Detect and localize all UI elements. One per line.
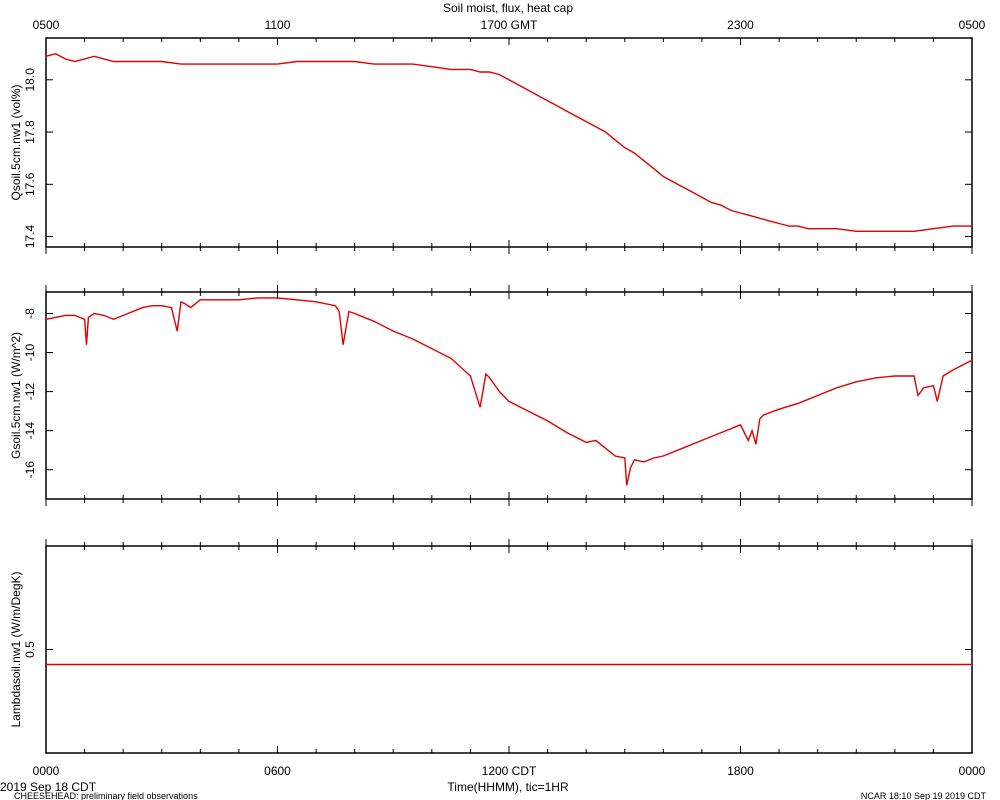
top-tick-label: 1100 xyxy=(265,18,291,32)
footer-credit: NCAR 18:10 Sep 19 2019 CDT xyxy=(861,791,987,800)
top-tick-label: 1700 GMT xyxy=(481,18,538,32)
top-tick-label: 2300 xyxy=(727,18,754,32)
panel-2: -16 -14 -12 -10 -8 Gsoil.5cm.nw1 (W/m^2) xyxy=(9,285,973,506)
panel-2-frame xyxy=(45,291,973,500)
y-tick-label: -8 xyxy=(23,308,37,319)
chart-title: Soil moist, flux, heat cap xyxy=(443,1,573,15)
bottom-tick-label: 0000 xyxy=(33,764,60,778)
footer-date: 2019 Sep 18 CDT xyxy=(0,780,97,794)
y-tick-label: 17.4 xyxy=(23,225,37,249)
panel-1-frame xyxy=(45,37,973,248)
bottom-tick-label: 1800 xyxy=(727,764,754,778)
bottom-tick-label: 0600 xyxy=(264,764,291,778)
y-tick-label: -12 xyxy=(23,383,37,401)
top-tick-label: 0500 xyxy=(33,18,60,32)
y-tick-label: -10 xyxy=(23,344,37,362)
y-tick-label: -14 xyxy=(23,422,37,440)
footer-note: CHEESEHEAD: preliminary field observatio… xyxy=(14,791,198,800)
y-tick-label: 0.5 xyxy=(23,641,37,658)
bottom-axis-label: Time(HHMM), tic=1HR xyxy=(447,780,569,794)
series-line-1 xyxy=(45,52,972,233)
y-axis-label: Gsoil.5cm.nw1 (W/m^2) xyxy=(9,332,23,459)
top-axis-ticks: 0500 1100 1700 GMT 2300 0500 xyxy=(33,18,986,32)
series-line-2 xyxy=(45,297,973,486)
y-tick-label: 17.6 xyxy=(23,172,37,196)
bottom-tick-label: 0000 xyxy=(959,764,986,778)
y-tick-label: -16 xyxy=(23,461,37,479)
panel-3-frame xyxy=(45,545,973,754)
y-axis-label: Qsoil.5cm.nw1 (vol%) xyxy=(9,84,23,200)
y-tick-label: 18.0 xyxy=(23,68,37,92)
bottom-axis-ticks: 0000 0600 1200 CDT 1800 0000 xyxy=(33,764,986,778)
top-tick-label: 0500 xyxy=(959,18,986,32)
y-axis-label: Lambdasoil.nw1 (W/m/DegK) xyxy=(9,571,23,727)
y-tick-label: 17.8 xyxy=(23,120,37,144)
bottom-tick-label: 1200 CDT xyxy=(482,764,537,778)
